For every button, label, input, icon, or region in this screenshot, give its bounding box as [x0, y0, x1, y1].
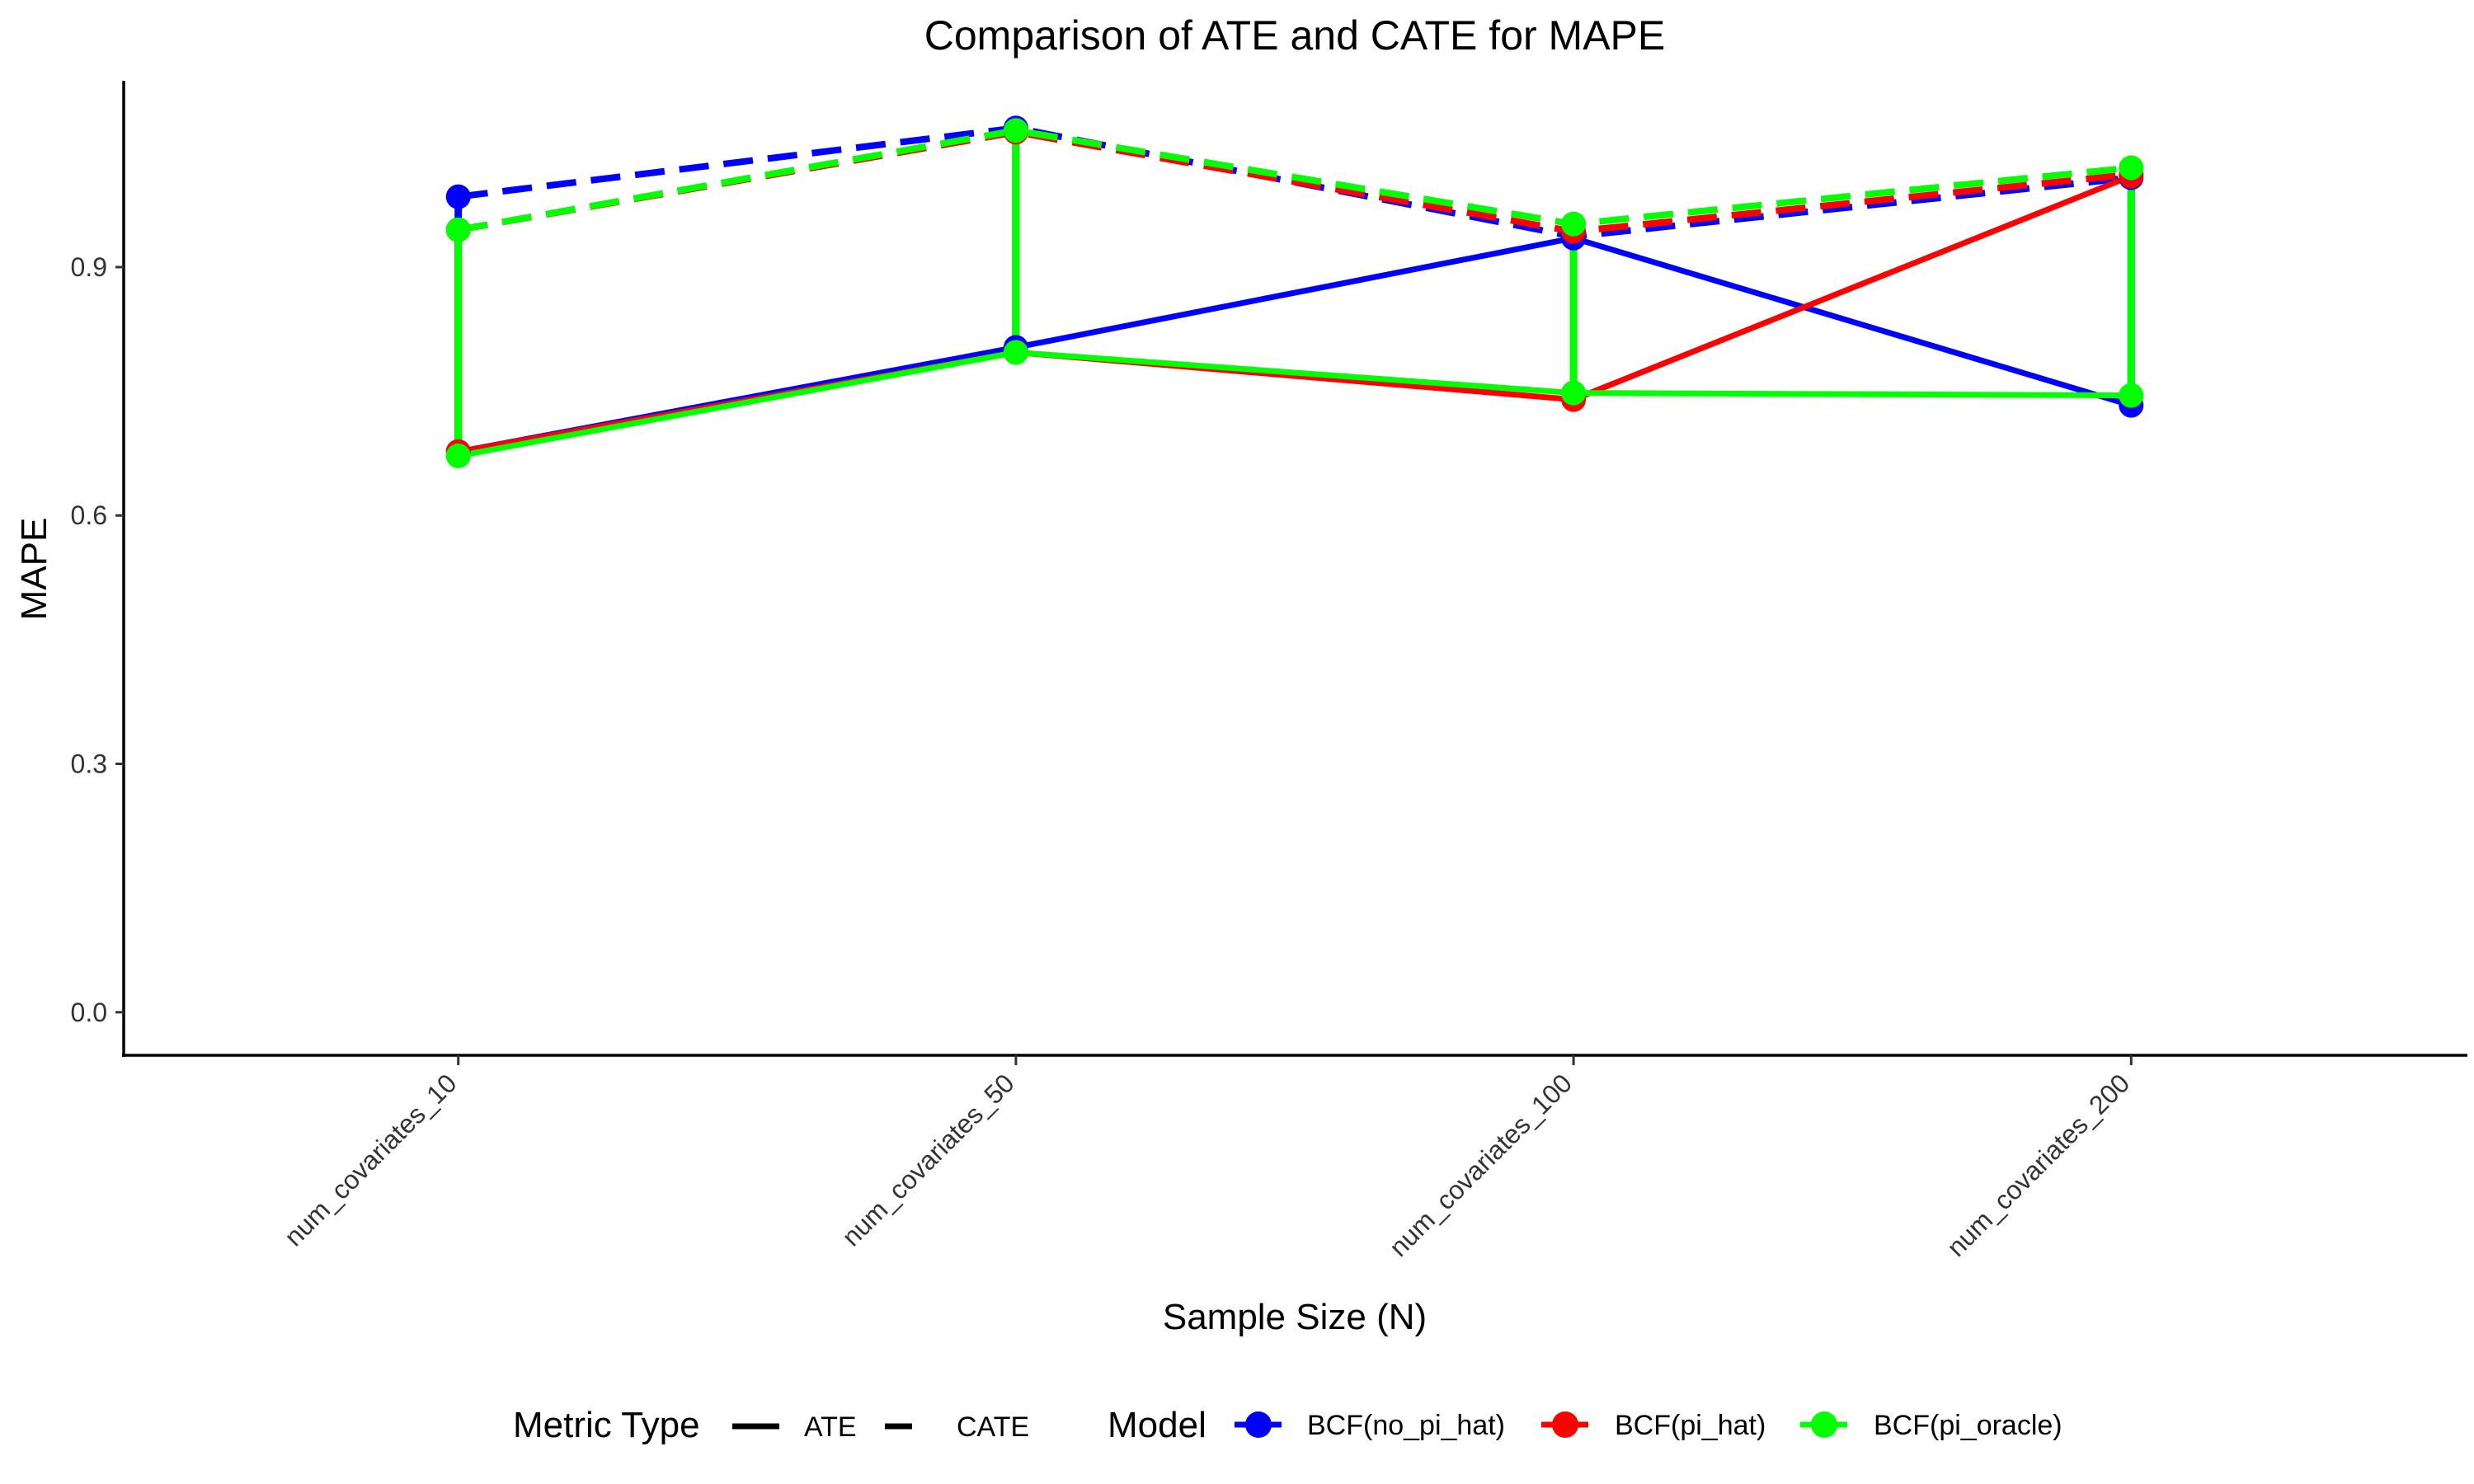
- data-point: [1003, 340, 1028, 365]
- legend-label-ate: ATE: [804, 1411, 857, 1443]
- plot-points: [445, 115, 2144, 468]
- data-point: [445, 184, 471, 209]
- legend-marker-no-pi-hat: [1245, 1411, 1272, 1438]
- legend-label-pi-oracle: BCF(pi_oracle): [1874, 1410, 2062, 1441]
- data-point: [445, 217, 471, 242]
- chart-title: Comparison of ATE and CATE for MAPE: [924, 12, 1666, 59]
- model-legend-title: Model: [1108, 1405, 1206, 1445]
- metric-legend-title: Metric Type: [513, 1405, 700, 1445]
- legend-label-no-pi-hat: BCF(no_pi_hat): [1307, 1410, 1505, 1441]
- x-tick-label: num_covariates_50: [836, 1068, 1020, 1252]
- y-ticks: 0.0 0.3 0.6 0.9: [71, 252, 124, 1027]
- y-tick-label: 0.6: [71, 500, 107, 530]
- series-line-cate: [458, 127, 2132, 233]
- legend: Metric Type ATE CATE Model BCF(no_pi_hat…: [513, 1405, 2062, 1445]
- x-tick-label: num_covariates_100: [1384, 1068, 1578, 1262]
- y-tick-label: 0.9: [71, 252, 107, 282]
- data-point: [1003, 118, 1028, 143]
- y-axis-title: MAPE: [14, 518, 54, 621]
- legend-label-cate: CATE: [957, 1411, 1029, 1443]
- data-point: [1561, 211, 1587, 237]
- data-point: [1561, 380, 1587, 406]
- series-line-cate: [458, 129, 2132, 235]
- plot-lines: [454, 124, 2135, 459]
- x-tick-label: num_covariates_200: [1941, 1068, 2136, 1262]
- x-axis-title: Sample Size (N): [1163, 1297, 1427, 1337]
- x-tick-label: num_covariates_10: [279, 1068, 463, 1252]
- legend-label-pi-hat: BCF(pi_hat): [1615, 1410, 1766, 1441]
- series-line-ate: [458, 235, 2133, 455]
- legend-marker-pi-hat: [1552, 1411, 1578, 1438]
- data-point: [445, 443, 471, 468]
- legend-marker-pi-oracle: [1811, 1411, 1837, 1438]
- series-line-cate: [458, 124, 2132, 240]
- y-tick-label: 0.3: [71, 749, 107, 779]
- x-ticks: num_covariates_10 num_covariates_50 num_co…: [279, 1055, 2136, 1262]
- data-point: [2119, 383, 2144, 408]
- y-tick-label: 0.0: [71, 998, 107, 1027]
- series-line-ate: [458, 349, 2132, 459]
- data-point: [2119, 155, 2144, 181]
